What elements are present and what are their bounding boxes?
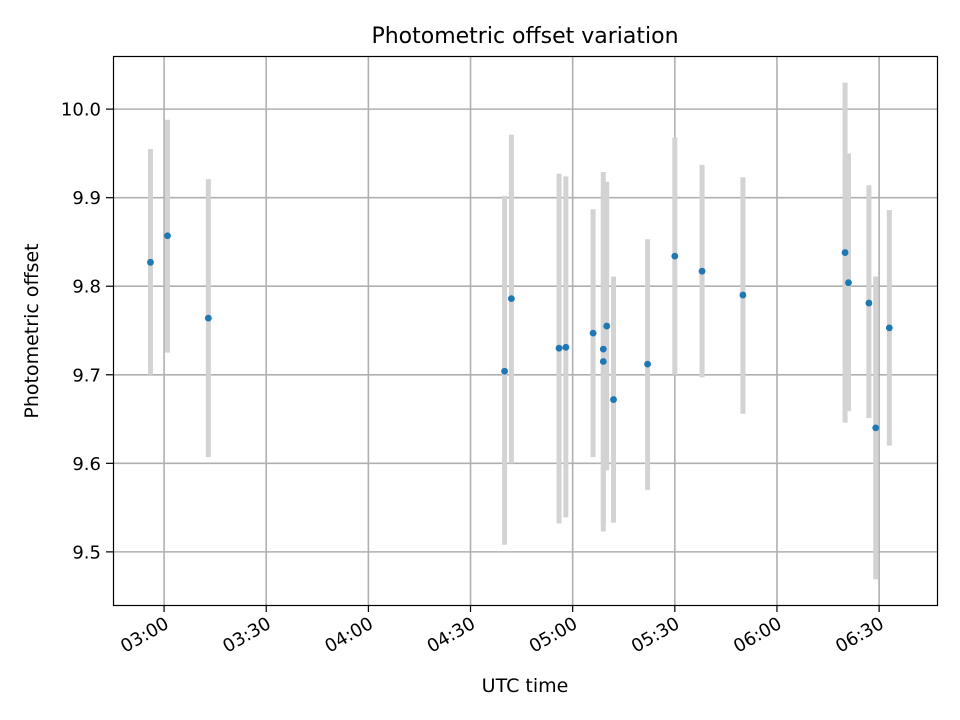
data-point [698,267,706,275]
data-point [841,249,849,256]
data-point [739,291,747,299]
y-tick-label: 9.9 [72,188,101,209]
data-point [610,396,617,403]
y-tick-label: 9.5 [72,542,101,563]
y-tick-label: 9.7 [72,365,101,386]
data-point [507,295,515,303]
y-tick-label: 9.6 [72,454,101,475]
data-point [872,424,880,432]
data-point [885,324,893,332]
y-tick-label: 9.8 [72,277,101,298]
x-axis-label: UTC time [482,675,569,697]
data-point [865,299,873,307]
data-point [147,258,154,266]
data-point [164,232,171,240]
plot-frame [112,55,939,607]
y-axis-label: Photometric offset [21,243,43,418]
data-point [603,322,611,330]
data-point [555,344,563,352]
data-point [589,329,597,337]
data-point [501,367,508,375]
chart-title: Photometric offset variation [371,24,678,49]
data-points [147,232,893,432]
data-point [599,358,607,365]
data-point [644,360,651,368]
data-point [562,343,570,351]
data-point [845,279,852,287]
y-axis-ticks: 9.5 9.6 9.7 9.8 9.9 10.0 [61,100,113,563]
data-point [599,345,607,353]
data-point [671,252,679,260]
y-tick-label: 10.0 [61,100,101,121]
data-point [204,314,212,322]
